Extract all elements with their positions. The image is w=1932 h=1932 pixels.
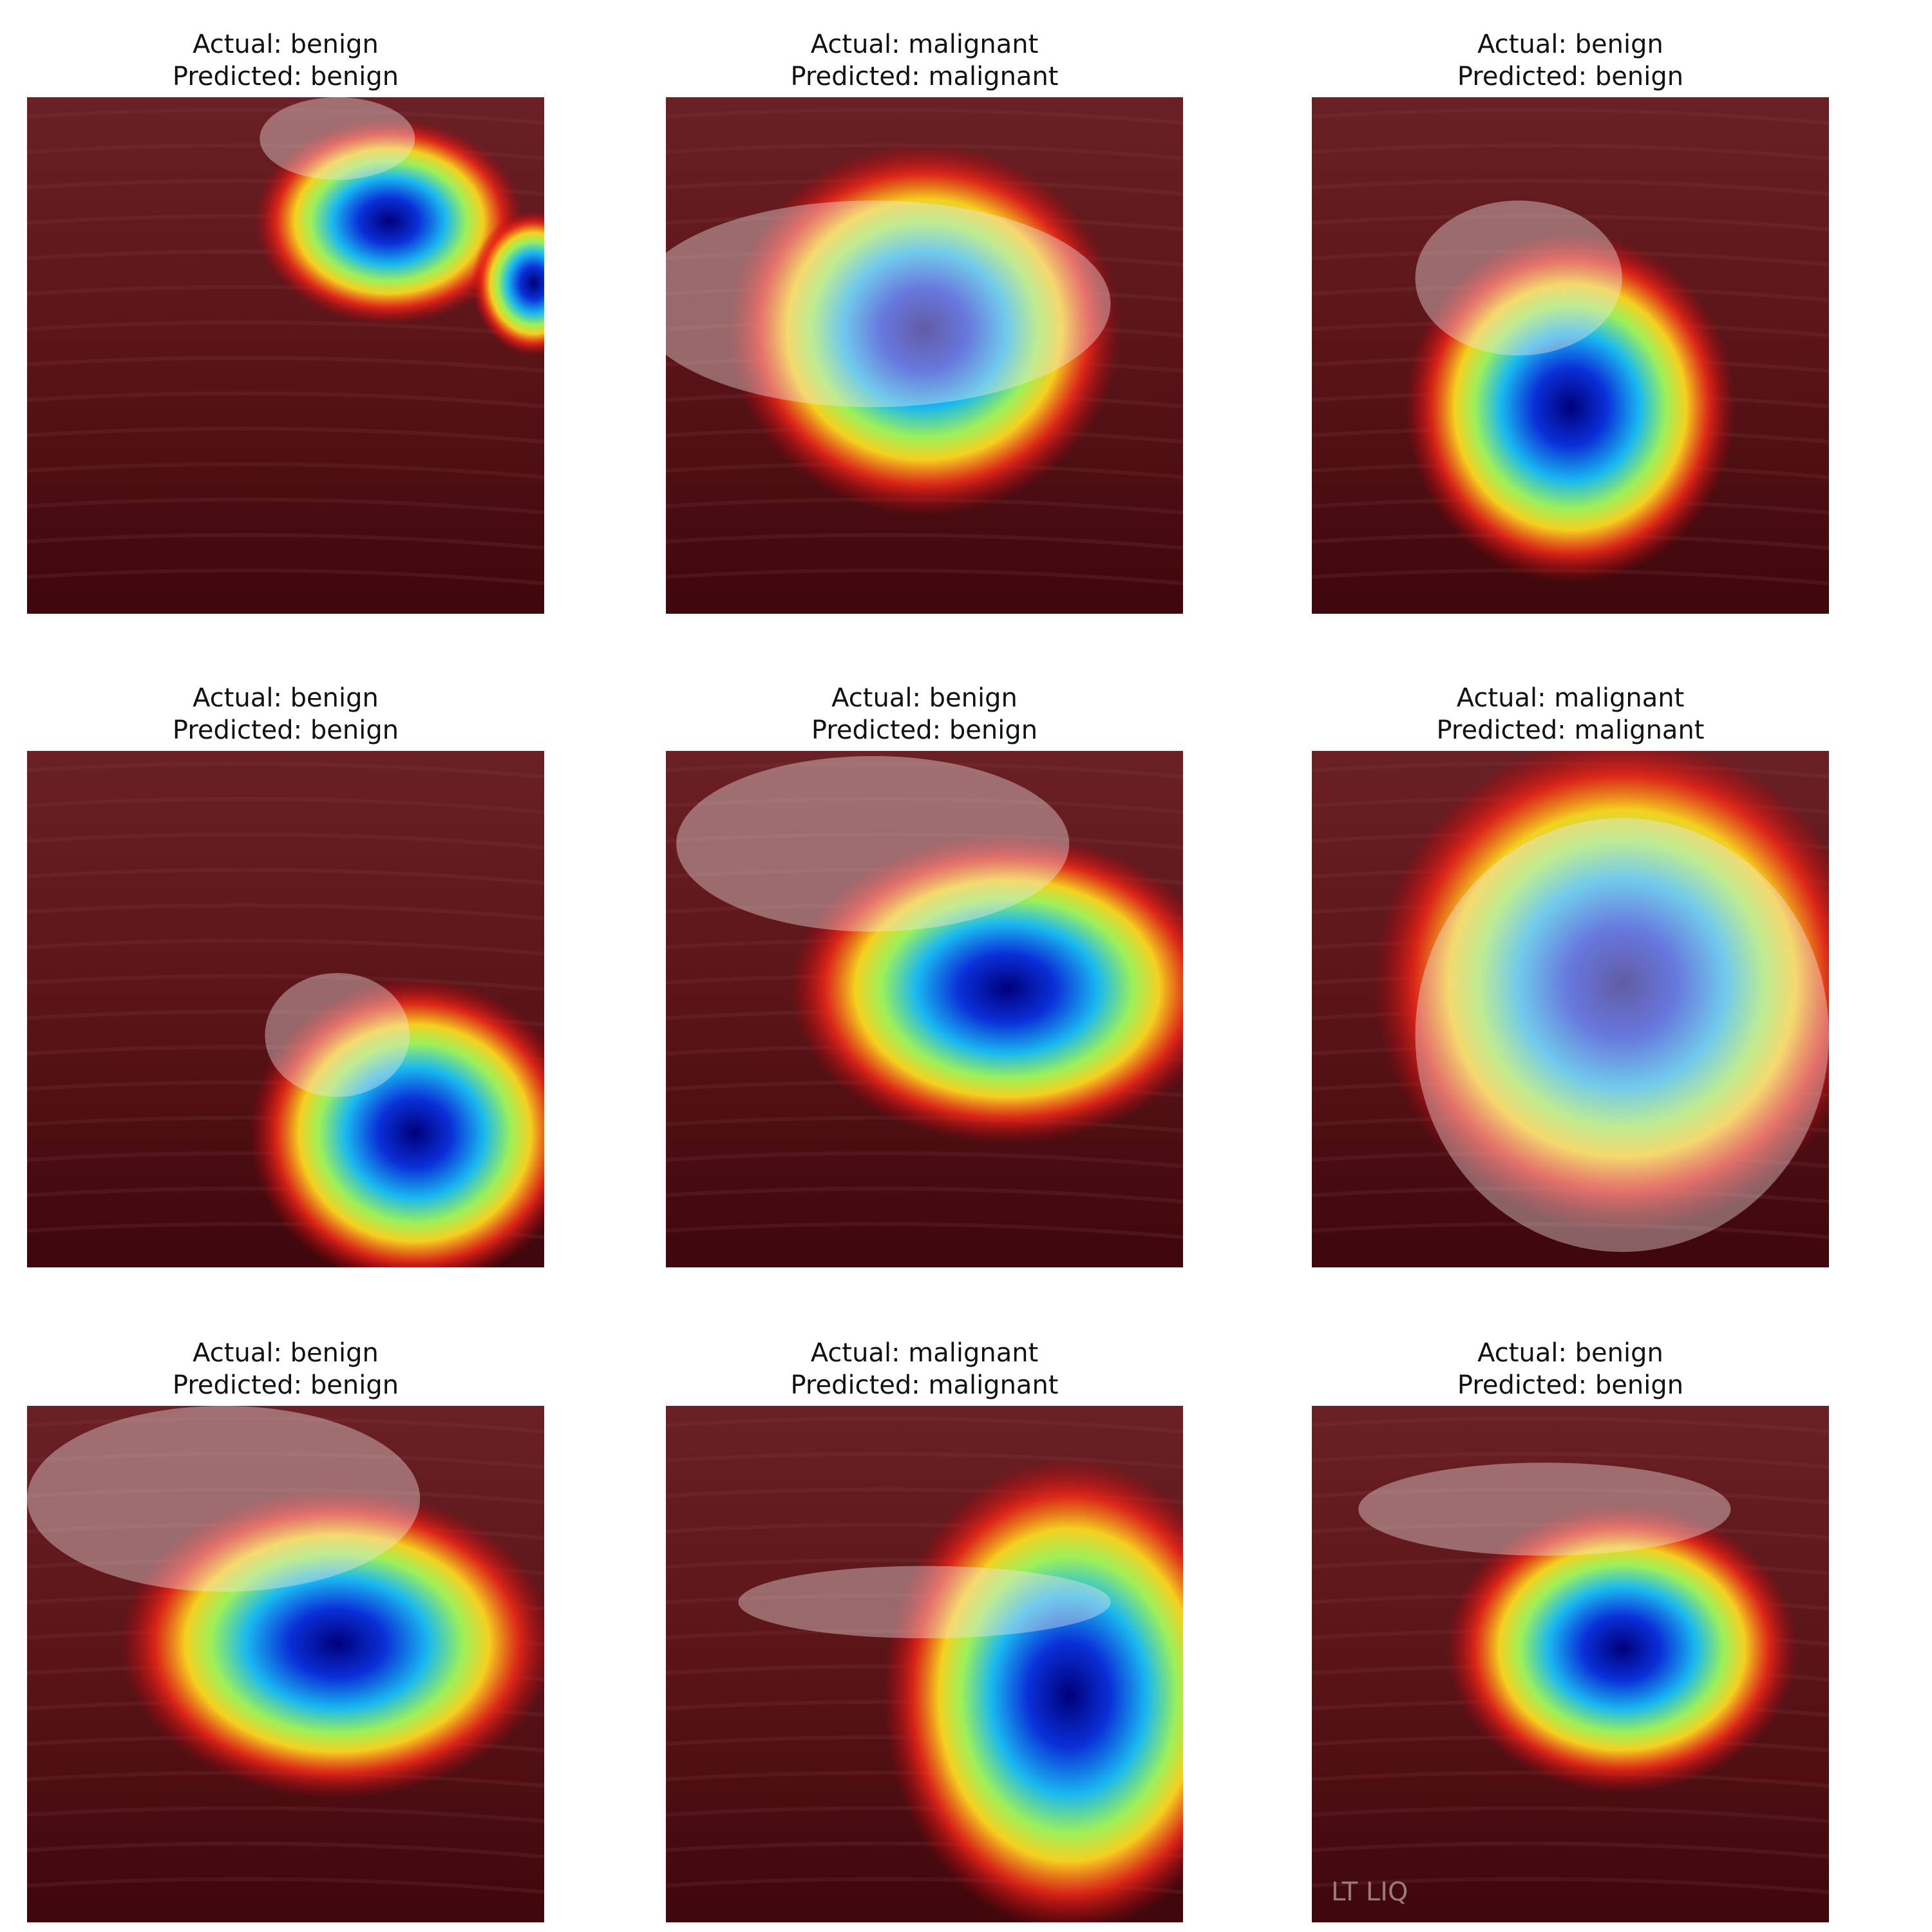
activation-heat <box>1405 231 1736 583</box>
panel-title-actual: Actual: malignant <box>811 30 1039 59</box>
panel-title-predicted: Predicted: benign <box>173 62 399 91</box>
panel-title-predicted: Predicted: malignant <box>1437 715 1705 745</box>
panel-title-actual: Actual: benign <box>193 30 379 59</box>
image-watermark: LT LIQ <box>1331 1877 1408 1907</box>
tissue-texture <box>27 761 544 779</box>
tissue-texture <box>27 903 544 920</box>
panel-title-predicted: Predicted: benign <box>173 1370 399 1400</box>
lesion-mask <box>265 972 410 1097</box>
lesion-mask <box>738 1566 1111 1638</box>
tissue-texture <box>1312 1452 1829 1469</box>
activation-heat <box>1374 751 1829 1231</box>
tissue-texture <box>27 320 544 337</box>
tissue-texture <box>27 1416 544 1434</box>
activation-heat <box>254 118 524 325</box>
panel-title-predicted: Predicted: benign <box>173 715 399 745</box>
tissue-texture <box>27 1877 544 1894</box>
panel-title-actual: Actual: benign <box>1477 30 1663 59</box>
lesion-mask <box>1358 1463 1731 1556</box>
activation-heat <box>728 144 1121 516</box>
heatmap-image <box>27 1406 544 1922</box>
tissue-texture <box>1312 143 1829 160</box>
panel-title-actual: Actual: malignant <box>811 1338 1039 1368</box>
lesion-mask <box>1415 200 1622 355</box>
panel-title-actual: Actual: malignant <box>1457 683 1685 713</box>
tissue-texture <box>27 497 544 515</box>
tissue-texture <box>666 1452 1183 1469</box>
tissue-texture <box>666 797 1183 814</box>
heatmap-image <box>666 97 1183 614</box>
tissue-texture <box>1312 108 1829 125</box>
tissue-texture <box>666 1151 1183 1168</box>
activation-heat <box>790 833 1183 1144</box>
activation-heat <box>883 1457 1183 1922</box>
panel-title-predicted: Predicted: benign <box>1457 62 1683 91</box>
panel-title-predicted: Predicted: malignant <box>791 62 1059 91</box>
tissue-texture <box>27 108 544 125</box>
tissue-texture <box>1312 1841 1829 1859</box>
activation-heat <box>249 978 544 1267</box>
panel-title-predicted: Predicted: benign <box>811 715 1037 745</box>
tissue-texture <box>27 462 544 479</box>
tissue-texture <box>27 1452 544 1469</box>
tissue-texture <box>666 1416 1183 1434</box>
tissue-texture <box>27 1806 544 1823</box>
tissue-texture <box>666 1186 1183 1204</box>
heatmap-image <box>666 751 1183 1267</box>
tissue-texture <box>1312 1487 1829 1504</box>
lesion-mask <box>676 756 1070 932</box>
panel-title-actual: Actual: benign <box>1477 1338 1663 1368</box>
tissue-texture <box>1312 178 1829 196</box>
activation-heat <box>471 211 544 355</box>
activation-heat <box>1446 1504 1798 1794</box>
lesion-mask <box>27 1406 421 1592</box>
tissue-texture <box>666 832 1183 849</box>
panel-title-actual: Actual: benign <box>831 683 1018 713</box>
panel-title-actual: Actual: benign <box>193 1338 379 1368</box>
tissue-texture <box>27 797 544 814</box>
tissue-texture <box>27 1487 544 1504</box>
panel-title-predicted: Predicted: benign <box>1457 1370 1683 1400</box>
tissue-texture <box>27 355 544 373</box>
tissue-texture <box>27 533 544 550</box>
heatmap-image <box>1312 97 1829 614</box>
tissue-texture <box>1312 1416 1829 1434</box>
tissue-texture <box>27 867 544 885</box>
heatmap-image <box>27 97 544 614</box>
tissue-texture <box>1312 214 1829 231</box>
panel-title-actual: Actual: benign <box>193 683 379 713</box>
heatmap-image <box>666 1406 1183 1922</box>
tissue-texture <box>666 108 1183 125</box>
tissue-texture <box>666 533 1183 550</box>
tissue-texture <box>27 426 544 444</box>
tissue-texture <box>27 568 544 585</box>
tissue-texture <box>1312 1806 1829 1823</box>
heatmap-image <box>1312 751 1829 1267</box>
tissue-texture <box>666 568 1183 585</box>
tissue-texture <box>27 391 544 408</box>
heatmap-image <box>27 751 544 1267</box>
tissue-texture <box>1312 1877 1829 1894</box>
panel-title-predicted: Predicted: malignant <box>791 1370 1059 1400</box>
tissue-texture <box>666 1222 1183 1239</box>
tissue-texture <box>27 938 544 956</box>
tissue-texture <box>27 832 544 849</box>
lesion-mask <box>1415 818 1829 1252</box>
tissue-texture <box>27 974 544 991</box>
activation-heat <box>120 1488 544 1799</box>
lesion-mask <box>260 97 415 180</box>
heatmap-image: LT LIQ <box>1312 1406 1829 1922</box>
tissue-texture <box>666 761 1183 779</box>
lesion-mask <box>666 200 1111 408</box>
tissue-texture <box>27 1841 544 1859</box>
